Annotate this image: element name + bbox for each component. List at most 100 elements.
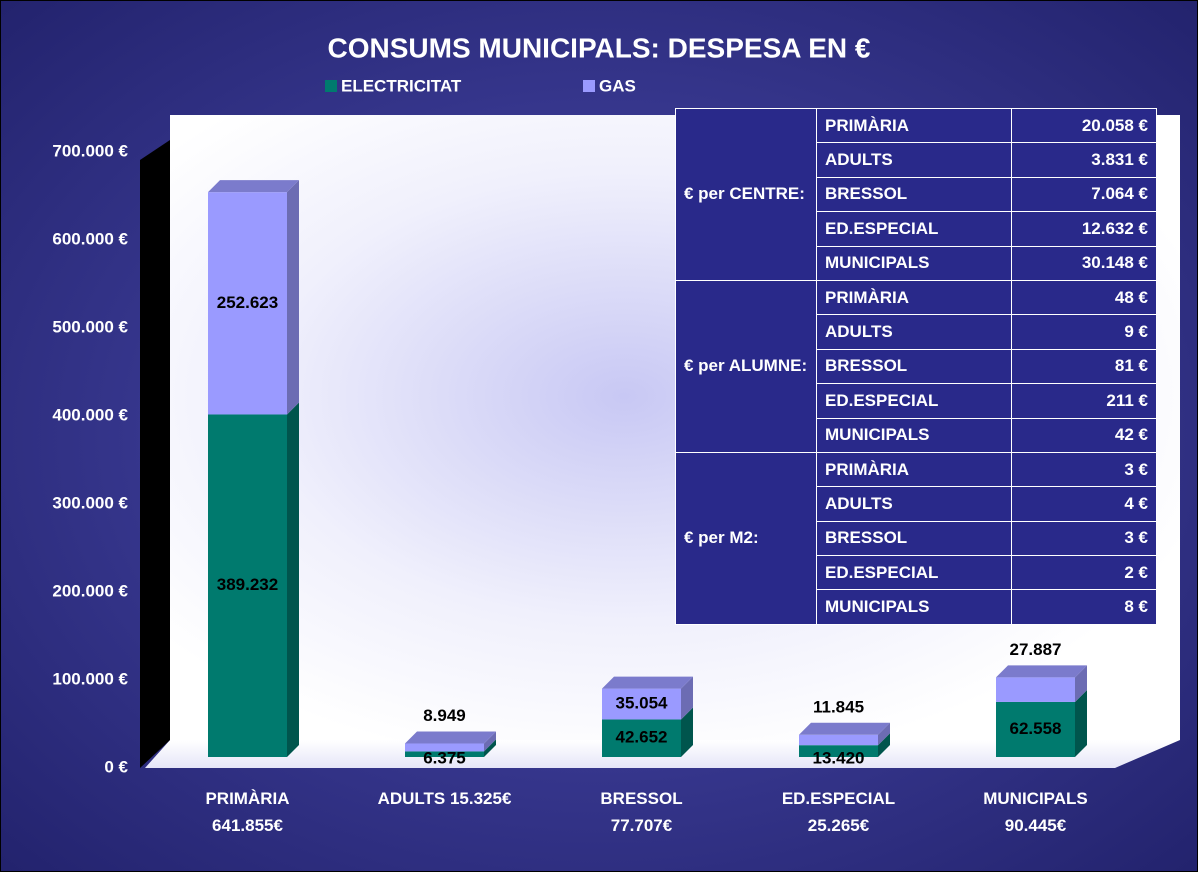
table-row: ADULTS 9 € xyxy=(676,314,1157,350)
row-value: 3 € xyxy=(1011,451,1157,488)
y-tick-label: 100.000 € xyxy=(52,669,128,688)
legend-swatch xyxy=(325,80,337,92)
x-tick-label: MUNICIPALS 90.445€ xyxy=(983,789,1088,835)
table-row: MUNICIPALS 8 € xyxy=(676,589,1157,625)
bar-side xyxy=(287,402,299,757)
x-tick-label: ED.ESPECIAL 25.265€ xyxy=(781,789,896,835)
y-tick-label: 0 € xyxy=(104,757,128,776)
data-label: 8.949 xyxy=(423,706,466,725)
row-name: PRIMÀRIA xyxy=(816,107,1012,144)
table-row: ED.ESPECIAL 211 € xyxy=(676,383,1157,419)
data-label: 13.420 xyxy=(813,748,865,767)
bar xyxy=(996,677,1075,702)
bar-side xyxy=(287,180,299,415)
legend-swatch xyxy=(583,80,595,92)
row-name: MUNICIPALS xyxy=(816,245,1012,281)
bar xyxy=(996,701,1075,757)
row-name: MUNICIPALS xyxy=(816,589,1012,625)
table-row: € per CENTRE: PRIMÀRIA 20.058 € xyxy=(675,107,1157,281)
bar-top xyxy=(208,180,299,193)
bar xyxy=(602,688,681,720)
bar xyxy=(208,414,287,757)
row-value: 8 € xyxy=(1011,589,1157,625)
table-row: € per ALUMNE: PRIMÀRIA 48 € xyxy=(675,279,1157,453)
row-name: ED.ESPECIAL xyxy=(816,211,1012,247)
row-name: PRIMÀRIA xyxy=(816,279,1012,316)
row-name: PRIMÀRIA xyxy=(816,451,1012,488)
x-tick-label: ADULTS 15.325€ xyxy=(377,789,512,808)
bar-top xyxy=(602,676,693,689)
table-row: BRESSOL 7.064 € xyxy=(676,176,1157,213)
bar-side xyxy=(878,733,890,757)
row-name: ADULTS xyxy=(816,486,1012,522)
bar xyxy=(799,734,878,746)
row-value: 20.058 € xyxy=(1011,107,1157,144)
bar-side xyxy=(681,707,693,757)
table-row: € per M2: PRIMÀRIA 3 € xyxy=(675,451,1157,625)
bar-side xyxy=(1075,689,1087,757)
bar xyxy=(405,751,484,757)
table-row: ADULTS 3.831 € xyxy=(676,142,1157,178)
bar-side xyxy=(1075,665,1087,702)
bar-top xyxy=(996,665,1087,678)
data-label: 42.652 xyxy=(616,728,668,747)
row-value: 12.632 € xyxy=(1011,211,1157,247)
row-name: ED.ESPECIAL xyxy=(816,555,1012,591)
row-value: 7.064 € xyxy=(1011,176,1157,213)
row-name: BRESSOL xyxy=(816,176,1012,213)
row-name: MUNICIPALS xyxy=(816,417,1012,453)
row-value: 30.148 € xyxy=(1011,245,1157,281)
x-tick-label: PRIMÀRIA 641.855€ xyxy=(205,789,290,835)
stats-table: € per CENTRE: PRIMÀRIA 20.058 € ADULTS 3.831… xyxy=(675,107,1157,625)
data-label: 11.845 xyxy=(813,697,864,716)
row-value: 3 € xyxy=(1011,520,1157,557)
bar-top xyxy=(799,722,890,735)
row-name: BRESSOL xyxy=(816,348,1012,385)
legend-label: ELECTRICITAT xyxy=(341,76,462,95)
group-label: € per CENTRE: xyxy=(675,108,817,281)
row-value: 9 € xyxy=(1011,314,1157,350)
row-name: ADULTS xyxy=(816,314,1012,350)
group-label: € per ALUMNE: xyxy=(675,279,817,453)
data-label: 35.054 xyxy=(616,694,669,713)
row-name: ADULTS xyxy=(816,142,1012,178)
data-label: 62.558 xyxy=(1010,719,1062,738)
y-tick-label: 500.000 € xyxy=(52,317,128,336)
bar xyxy=(602,719,681,757)
data-label: 6.375 xyxy=(423,748,466,767)
y-tick-label: 700.000 € xyxy=(52,141,128,160)
table-row: ED.ESPECIAL 2 € xyxy=(676,555,1157,591)
row-name: BRESSOL xyxy=(816,520,1012,557)
bar xyxy=(208,192,287,415)
legend-label: GAS xyxy=(599,76,636,95)
table-row: ED.ESPECIAL 12.632 € xyxy=(676,211,1157,247)
y-tick-label: 600.000 € xyxy=(52,229,128,248)
y-tick-label: 200.000 € xyxy=(52,581,128,600)
bar-top xyxy=(405,731,496,744)
row-value: 3.831 € xyxy=(1011,142,1157,178)
data-label: 252.623 xyxy=(217,293,278,312)
bar-side xyxy=(878,722,890,746)
bar-side xyxy=(484,731,496,752)
row-value: 211 € xyxy=(1011,383,1157,419)
side-wall xyxy=(140,140,170,768)
bar xyxy=(799,745,878,757)
chart-title: CONSUMS MUNICIPALS: DESPESA EN € xyxy=(328,32,871,63)
bar xyxy=(405,743,484,752)
table-row: MUNICIPALS 30.148 € xyxy=(676,245,1157,281)
row-value: 81 € xyxy=(1011,348,1157,385)
y-tick-label: 400.000 € xyxy=(52,405,128,424)
bar-side xyxy=(681,676,693,720)
row-value: 4 € xyxy=(1011,486,1157,522)
x-tick-label: BRESSOL 77.707€ xyxy=(600,789,683,835)
data-label: 27.887 xyxy=(1010,640,1062,659)
bar-side xyxy=(484,739,496,757)
row-value: 2 € xyxy=(1011,555,1157,591)
row-value: 48 € xyxy=(1011,279,1157,316)
group-label: € per M2: xyxy=(675,451,817,625)
data-label: 389.232 xyxy=(217,575,278,594)
row-name: ED.ESPECIAL xyxy=(816,383,1012,419)
table-row: BRESSOL 81 € xyxy=(676,348,1157,385)
y-tick-label: 300.000 € xyxy=(52,493,128,512)
